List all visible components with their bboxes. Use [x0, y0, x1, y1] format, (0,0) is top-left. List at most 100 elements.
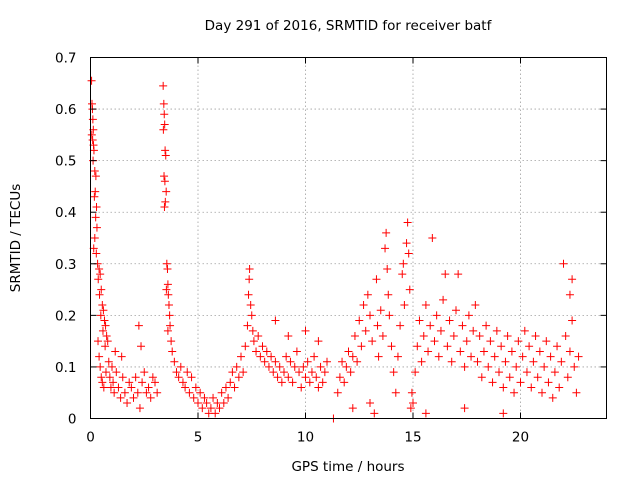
y-tick-label: 0.2 [55, 308, 76, 324]
data-point [211, 409, 220, 418]
data-point [249, 337, 258, 346]
data-point [286, 357, 295, 366]
data-point [346, 368, 355, 377]
data-point [452, 306, 460, 315]
data-point [320, 368, 329, 377]
data-point [544, 378, 553, 387]
data-point [553, 342, 562, 351]
data-point [374, 352, 383, 361]
data-point [162, 259, 171, 268]
data-point [417, 357, 426, 366]
chart-title: Day 291 of 2016, SRMTID for receiver bat… [205, 18, 493, 34]
data-point [95, 352, 104, 361]
data-point [373, 321, 382, 330]
data-point [134, 321, 143, 330]
data-point [98, 301, 107, 310]
data-point [244, 290, 253, 299]
data-point [127, 383, 136, 392]
data-point [90, 192, 99, 201]
data-point [565, 290, 574, 299]
data-point [101, 321, 110, 330]
data-point [413, 342, 422, 351]
data-point [96, 362, 105, 371]
data-point [129, 393, 138, 402]
data-point [101, 342, 110, 351]
data-point [570, 362, 579, 371]
data-point [318, 378, 327, 387]
data-point [409, 399, 417, 408]
data-point [163, 326, 172, 335]
data-point [137, 342, 146, 351]
data-point [160, 172, 169, 181]
data-point [357, 342, 366, 351]
data-point [314, 383, 323, 392]
data-point [90, 234, 99, 242]
data-point [108, 362, 116, 371]
data-point [135, 404, 144, 413]
data-point [271, 357, 280, 366]
data-point [232, 362, 241, 371]
data-point [269, 368, 278, 377]
data-point [529, 357, 538, 366]
data-point [535, 347, 544, 356]
data-point [239, 368, 248, 377]
data-point [196, 388, 205, 397]
x-tick-label: 20 [512, 430, 529, 446]
data-point [297, 383, 306, 392]
data-point [170, 357, 179, 366]
data-point [486, 337, 495, 346]
data-point [441, 270, 450, 279]
data-point [464, 311, 473, 320]
data-point [89, 244, 98, 253]
data-point [361, 326, 370, 335]
data-point [92, 203, 101, 212]
data-point [436, 326, 445, 335]
data-point [469, 326, 478, 335]
data-point [92, 223, 101, 232]
data-point [407, 388, 416, 397]
data-point [333, 388, 342, 397]
data-point [426, 321, 435, 330]
data-point [87, 76, 96, 85]
data-point [447, 357, 456, 366]
data-point [475, 331, 484, 340]
data-point [159, 99, 168, 108]
data-point [100, 316, 109, 325]
data-point [456, 347, 465, 356]
data-point [97, 373, 106, 382]
data-point [391, 388, 400, 397]
data-point [384, 290, 393, 299]
data-point [548, 393, 557, 402]
data-point [94, 337, 103, 346]
data-point [421, 409, 430, 418]
data-point [237, 352, 245, 361]
data-point [288, 378, 297, 387]
x-tick-label: 15 [404, 430, 421, 446]
data-point [99, 383, 108, 392]
data-point [565, 347, 574, 356]
y-tick-labels: 0 0.1 0.2 0.3 0.4 0.5 0.6 0.7 [55, 51, 76, 428]
data-point [99, 306, 108, 315]
data-point [161, 146, 170, 155]
data-point [277, 378, 286, 387]
data-point [563, 373, 572, 382]
data-point [89, 146, 98, 155]
axis-ticks [90, 57, 607, 419]
data-point [284, 373, 293, 382]
data-point [434, 352, 443, 361]
data-point [264, 362, 273, 371]
data-point [96, 270, 105, 279]
data-point [473, 357, 482, 366]
data-point [557, 357, 566, 366]
data-point [181, 383, 190, 392]
data-point [516, 378, 525, 387]
data-point [522, 368, 531, 377]
data-point [340, 378, 349, 387]
data-point [454, 270, 463, 279]
data-point [91, 172, 100, 181]
data-point [224, 393, 233, 402]
data-point [284, 331, 293, 340]
data-point [484, 362, 493, 371]
data-point [103, 337, 112, 346]
data-point [176, 362, 185, 371]
